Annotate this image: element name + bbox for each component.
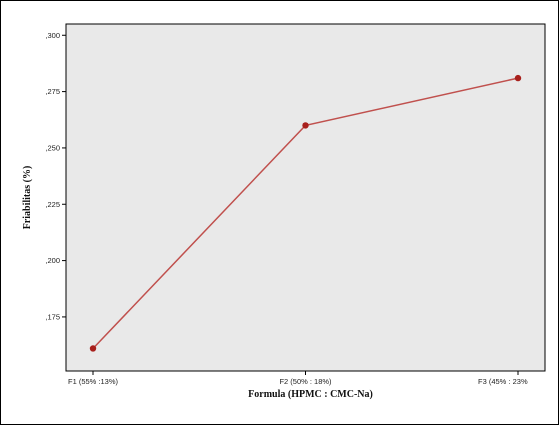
y-tick-label: ,200: [45, 256, 60, 265]
data-point-2: [302, 122, 309, 129]
data-point-3: [514, 74, 522, 82]
series-markers: [89, 74, 522, 352]
x-tick-label: F1 (55% :13%): [68, 377, 119, 386]
y-tick-label: ,225: [45, 200, 60, 209]
y-tick-label: ,250: [45, 143, 60, 152]
y-tick-label: ,275: [45, 87, 60, 96]
x-tick-label: F2 (50% : 18%): [279, 377, 332, 386]
data-point-1: [89, 345, 97, 352]
x-axis-title: Formula (HPMC : CMC-Na): [248, 389, 373, 400]
y-axis-title: Friabilitas (%): [22, 166, 33, 230]
y-axis: ,175 ,200 ,225 ,250 ,275 ,300: [45, 31, 66, 321]
y-tick-label: ,300: [45, 31, 60, 40]
x-axis: F1 (55% :13%) F2 (50% : 18%) F3 (45% : 23%: [68, 371, 528, 386]
y-tick-label: ,175: [45, 312, 60, 321]
x-tick-label: F3 (45% : 23%: [478, 377, 528, 386]
plot-area: [65, 23, 546, 372]
